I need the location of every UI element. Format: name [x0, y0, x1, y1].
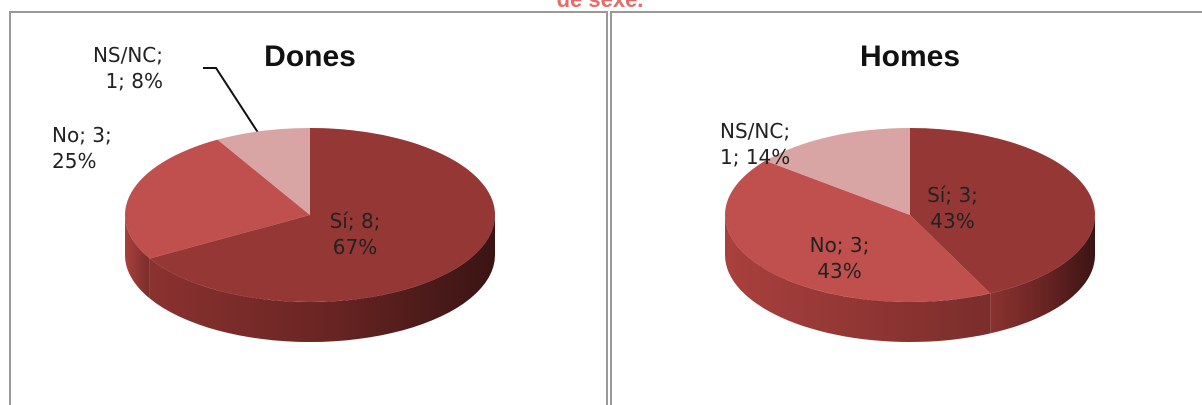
data-label: NS/NC; 1; 8%	[92, 43, 163, 93]
data-label: No; 3; 25%	[52, 123, 112, 173]
chart-title: Dones	[264, 40, 356, 73]
slice-side	[149, 215, 496, 342]
slice-side	[125, 215, 150, 299]
page-title: de sexe.	[420, 0, 780, 13]
data-label: Sí; 3; 43%	[927, 183, 978, 233]
slice	[765, 128, 910, 215]
chart-title: Homes	[859, 40, 961, 73]
slice	[125, 139, 311, 259]
panel-border	[610, 11, 1202, 405]
leader-line	[203, 67, 269, 149]
data-label: Sí; 8; 67%	[329, 209, 381, 259]
data-label: NS/NC; 1; 14%	[720, 119, 791, 169]
data-label: No; 3; 43%	[809, 233, 870, 283]
slice	[725, 160, 991, 302]
panel-border	[9, 11, 608, 405]
slice-side	[990, 215, 1095, 334]
slice-side	[725, 215, 991, 342]
slice	[149, 128, 496, 302]
slice	[217, 128, 310, 215]
slice	[910, 128, 1096, 294]
